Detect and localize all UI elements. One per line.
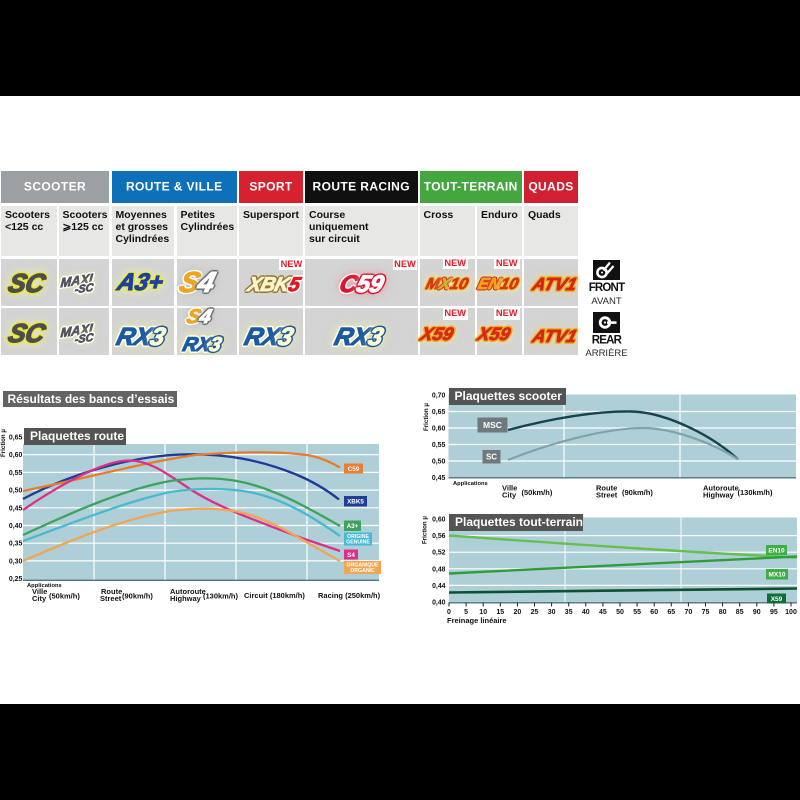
svg-text:Friction µ: Friction µ bbox=[422, 516, 429, 544]
svg-text:Autoroute: Autoroute bbox=[703, 484, 739, 493]
svg-text:0,55: 0,55 bbox=[9, 470, 23, 477]
svg-text:0,25: 0,25 bbox=[9, 576, 23, 583]
svg-text:95: 95 bbox=[770, 609, 778, 616]
svg-text:5: 5 bbox=[464, 609, 468, 616]
svg-text:0,35: 0,35 bbox=[9, 541, 23, 548]
svg-text:SC: SC bbox=[486, 453, 497, 462]
svg-text:Route: Route bbox=[596, 484, 617, 493]
svg-text:40: 40 bbox=[582, 609, 590, 616]
svg-text:85: 85 bbox=[736, 609, 744, 616]
svg-text:0,70: 0,70 bbox=[432, 393, 446, 400]
svg-text:MSC: MSC bbox=[483, 420, 502, 430]
svg-text:Applications: Applications bbox=[27, 583, 62, 589]
svg-text:(130km/h): (130km/h) bbox=[203, 592, 239, 601]
svg-text:Street: Street bbox=[596, 491, 618, 500]
svg-text:0,60: 0,60 bbox=[9, 452, 23, 459]
svg-text:ORGANIQUE: ORGANIQUE bbox=[347, 563, 380, 569]
svg-text:10: 10 bbox=[479, 609, 487, 616]
svg-text:Autoroute: Autoroute bbox=[170, 587, 206, 596]
svg-text:Friction µ: Friction µ bbox=[0, 429, 7, 457]
svg-text:25: 25 bbox=[531, 609, 539, 616]
svg-text:0,45: 0,45 bbox=[432, 475, 446, 482]
svg-text:100: 100 bbox=[785, 609, 797, 616]
svg-text:0,65: 0,65 bbox=[9, 435, 23, 442]
svg-text:0,60: 0,60 bbox=[432, 426, 446, 433]
svg-text:50: 50 bbox=[616, 609, 624, 616]
svg-text:0,52: 0,52 bbox=[432, 550, 446, 557]
svg-text:(90km/h): (90km/h) bbox=[122, 592, 153, 601]
svg-text:(50km/h): (50km/h) bbox=[49, 592, 80, 601]
svg-text:GENUINE: GENUINE bbox=[346, 540, 370, 546]
svg-text:30: 30 bbox=[548, 609, 556, 616]
svg-text:Freinage linéaire: Freinage linéaire bbox=[447, 616, 507, 625]
svg-text:Street: Street bbox=[100, 594, 122, 603]
svg-text:City: City bbox=[32, 594, 47, 603]
svg-text:0,45: 0,45 bbox=[9, 505, 23, 512]
svg-text:A3+: A3+ bbox=[347, 523, 359, 530]
svg-text:ARRIÈRE: ARRIÈRE bbox=[585, 348, 627, 359]
svg-text:XBK5: XBK5 bbox=[347, 499, 364, 506]
svg-text:ORIGINE: ORIGINE bbox=[347, 534, 369, 540]
svg-text:90: 90 bbox=[753, 609, 761, 616]
svg-text:75: 75 bbox=[702, 609, 710, 616]
svg-text:0,55: 0,55 bbox=[432, 442, 446, 449]
svg-text:0,48: 0,48 bbox=[432, 566, 446, 573]
svg-text:0,50: 0,50 bbox=[432, 459, 446, 466]
svg-text:60: 60 bbox=[650, 609, 658, 616]
svg-text:80: 80 bbox=[719, 609, 727, 616]
svg-text:City: City bbox=[502, 491, 517, 500]
svg-text:Highway: Highway bbox=[170, 594, 202, 603]
svg-text:S4: S4 bbox=[347, 552, 355, 559]
svg-text:MX10: MX10 bbox=[769, 572, 786, 579]
svg-text:65: 65 bbox=[667, 609, 675, 616]
svg-text:70: 70 bbox=[685, 609, 693, 616]
svg-text:Circuit (180km/h): Circuit (180km/h) bbox=[244, 591, 305, 600]
svg-text:(90km/h): (90km/h) bbox=[622, 488, 653, 497]
svg-text:Route: Route bbox=[101, 587, 122, 596]
svg-text:Racing (250km/h): Racing (250km/h) bbox=[318, 591, 381, 600]
svg-text:EN10: EN10 bbox=[768, 547, 785, 554]
svg-text:0,56: 0,56 bbox=[432, 533, 446, 540]
svg-text:(130km/h): (130km/h) bbox=[738, 488, 774, 497]
svg-text:15: 15 bbox=[496, 609, 504, 616]
svg-text:REAR: REAR bbox=[592, 335, 623, 347]
svg-text:X59: X59 bbox=[771, 596, 783, 603]
svg-text:Applications: Applications bbox=[453, 481, 488, 487]
svg-text:0,44: 0,44 bbox=[432, 583, 446, 590]
svg-text:0,30: 0,30 bbox=[9, 558, 23, 565]
svg-text:0,65: 0,65 bbox=[432, 409, 446, 416]
svg-text:0: 0 bbox=[447, 609, 451, 616]
svg-text:Highway: Highway bbox=[703, 491, 735, 500]
svg-text:ORGANIC: ORGANIC bbox=[350, 568, 375, 574]
svg-text:0,40: 0,40 bbox=[9, 523, 23, 530]
svg-text:35: 35 bbox=[565, 609, 573, 616]
svg-text:20: 20 bbox=[514, 609, 522, 616]
svg-text:45: 45 bbox=[599, 609, 607, 616]
svg-text:Ville: Ville bbox=[502, 484, 517, 493]
svg-text:Ville: Ville bbox=[32, 587, 47, 596]
svg-text:0,50: 0,50 bbox=[9, 488, 23, 495]
svg-text:(50km/h): (50km/h) bbox=[522, 488, 553, 497]
svg-text:0,40: 0,40 bbox=[432, 600, 446, 607]
svg-text:Friction µ: Friction µ bbox=[423, 403, 430, 431]
svg-text:AVANT: AVANT bbox=[591, 296, 621, 307]
svg-text:FRONT: FRONT bbox=[589, 282, 625, 294]
svg-text:C59: C59 bbox=[348, 466, 360, 473]
svg-text:0,60: 0,60 bbox=[432, 517, 446, 524]
svg-text:55: 55 bbox=[633, 609, 641, 616]
